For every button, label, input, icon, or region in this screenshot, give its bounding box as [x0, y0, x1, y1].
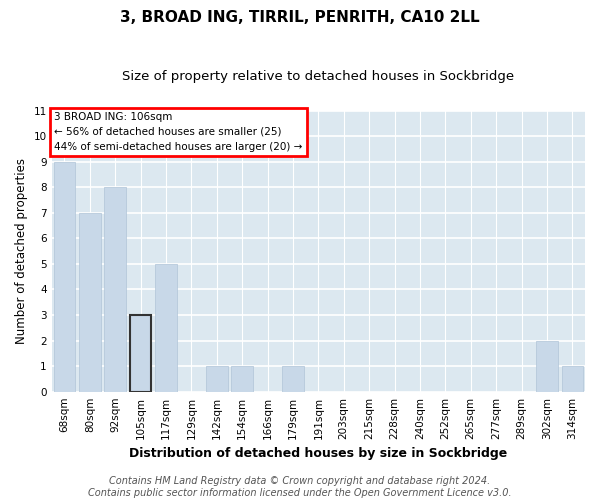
Bar: [562, 366, 583, 392]
Text: 3 BROAD ING: 106sqm
← 56% of detached houses are smaller (25)
44% of semi-detach: 3 BROAD ING: 106sqm ← 56% of detached ho…: [55, 112, 303, 152]
Bar: [155, 264, 177, 392]
Bar: [536, 340, 557, 392]
Text: 3, BROAD ING, TIRRIL, PENRITH, CA10 2LL: 3, BROAD ING, TIRRIL, PENRITH, CA10 2LL: [120, 10, 480, 25]
Bar: [104, 187, 126, 392]
Y-axis label: Number of detached properties: Number of detached properties: [15, 158, 28, 344]
Bar: [130, 315, 151, 392]
Bar: [206, 366, 227, 392]
Title: Size of property relative to detached houses in Sockbridge: Size of property relative to detached ho…: [122, 70, 514, 83]
Bar: [282, 366, 304, 392]
Bar: [79, 213, 101, 392]
Bar: [53, 162, 75, 392]
Text: Contains HM Land Registry data © Crown copyright and database right 2024.
Contai: Contains HM Land Registry data © Crown c…: [88, 476, 512, 498]
Bar: [232, 366, 253, 392]
X-axis label: Distribution of detached houses by size in Sockbridge: Distribution of detached houses by size …: [129, 447, 508, 460]
